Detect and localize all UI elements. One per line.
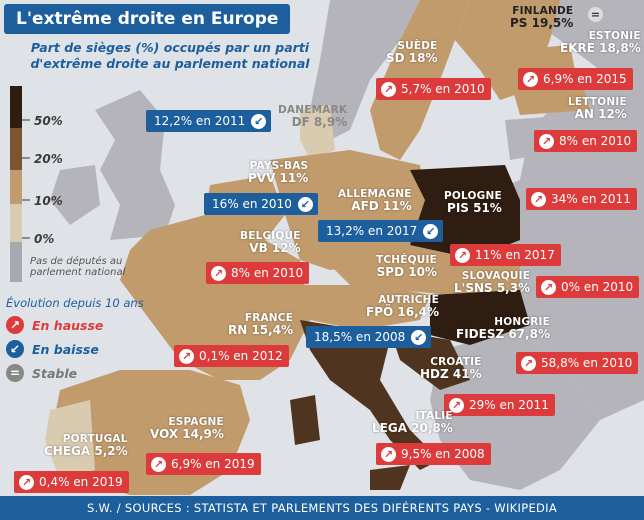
sicily [370,465,410,490]
legend-up-label: En hausse [32,317,104,333]
country-paysbas: PAYS-BAS PVV 11% [248,160,309,185]
scale-label-10: 10% [34,194,63,208]
arrow-up-icon: ↗ [541,279,556,295]
arrow-up-icon: ↗ [19,474,34,490]
arrow-up-icon: ↗ [539,133,554,149]
badge-espagne: ↗ 6,9% en 2019 [146,453,261,475]
badge-paysbas: 16% en 2010 ↙ [204,193,318,215]
country-portugal: PORTUGAL CHEGA 5,2% [44,433,128,458]
norway [310,0,420,140]
badge-hongrie: ↗ 58,8% en 2010 [516,352,639,374]
arrow-down-icon: ↙ [423,223,439,239]
country-croatie: CROATIE HDZ 41% [420,356,482,381]
badge-belgique: ↗ 8% en 2010 [206,262,310,284]
country-tcheque: TCHÉQUIE SPD 10% [376,254,437,279]
country-espagne: ESPAGNE VOX 14,9% [150,416,224,441]
badge-italie: ↗ 9,5% en 2008 [376,443,491,465]
arrow-up-icon: ↗ [521,355,536,371]
party-score: PS 19,5% [510,16,574,30]
scale-label-50: 50% [34,114,63,128]
equal-icon: = [6,364,24,382]
country-belgique: BELGIQUE VB 12% [240,230,301,255]
legend-stable-label: Stable [32,365,78,381]
badge-portugal: ↗ 0,4% en 2019 [14,471,129,493]
scale-label-20: 20% [34,152,63,166]
country-estonie: ESTONIE EKRE 18,8% [560,30,641,55]
estonia [510,45,575,75]
badge-france: ↗ 0,1% en 2012 [174,345,289,367]
badge-suede: ↗ 5,7% en 2010 [376,78,491,100]
map-subtitle: Part de sièges (%) occupés par un parti … [30,40,310,71]
legend-down-label: En baisse [32,341,99,357]
badge-danemark: 12,2% en 2011 ↙ [146,110,272,132]
arrow-down-icon: ↙ [6,340,24,358]
arrow-up-icon: ↗ [455,247,470,263]
evolution-title: Évolution depuis 10 ans [6,296,144,310]
arrow-up-icon: ↗ [381,81,396,97]
sources-footer: S.W. / SOURCES : STATISTA ET PARLEMENTS … [0,496,644,520]
denmark [300,105,335,160]
arrow-up-icon: ↗ [179,348,194,364]
scale-label-0: 0% [34,232,55,246]
color-scale [10,86,30,282]
badge-croatie: ↗ 29% en 2011 [444,394,555,416]
country-hongrie: HONGRIE FIDESZ 67,8% [456,316,550,341]
badge-lettonie: ↗ 8% en 2010 [534,130,638,152]
badge-estonie: ↗ 6,9% en 2015 [518,68,633,90]
arrow-up-icon: ↗ [523,71,538,87]
hungary [430,290,530,345]
country-suede: SUÈDE SD 18% [386,40,438,65]
map-title: L'extrême droite en Europe [4,4,291,34]
arrow-up-icon: ↗ [381,446,396,462]
legend-down: ↙ En baisse [6,340,99,358]
badge-allemagne: 13,2% en 2017 ↙ [318,220,444,242]
italy [300,320,440,470]
arrow-up-icon: ↗ [531,191,546,207]
country-slovaquie: SLOVAQUIE L'SNS 5,3% [454,270,531,295]
arrow-up-icon: ↗ [211,265,226,281]
czechia-slovakia [330,245,520,295]
legend-stable: = Stable [6,364,77,382]
country-france: FRANCE RN 15,4% [228,312,294,337]
arrow-down-icon: ↙ [411,329,427,345]
country-allemagne: ALLEMAGNE AFD 11% [338,188,412,213]
badge-slovaquie: ↗ 0% en 2010 [536,276,640,298]
ireland [50,165,100,225]
country-italie: ITALIE LEGA 20,8% [372,410,453,435]
sardinia [290,395,320,445]
country-pologne: POLOGNE PIS 51% [444,190,502,215]
arrow-up-icon: ↗ [151,456,166,472]
arrow-up-icon: ↗ [6,316,24,334]
country-finlande: FINLANDE PS 19,5% [510,5,573,29]
country-lettonie: LETTONIE AN 12% [568,96,627,121]
country-danemark: DANEMARK DF 8,9% [278,104,348,129]
legend-up: ↗ En hausse [6,316,103,334]
portugal [45,400,95,480]
arrow-up-icon: ↗ [449,397,464,413]
badge-autriche: 18,5% en 2008 ↙ [306,326,432,348]
badge-tcheque: ↗ 11% en 2017 [450,244,561,266]
country-autriche: AUTRICHE FPÖ 16,4% [366,294,440,319]
nodata-label: Pas de députés au parlement national [30,256,126,278]
badge-pologne: ↗ 34% en 2011 [526,188,637,210]
arrow-down-icon: ↙ [297,196,313,212]
arrow-down-icon: ↙ [251,113,267,129]
country-name: FINLANDE [512,5,574,17]
france [120,215,310,380]
austria [300,285,430,330]
equal-icon: = [588,7,603,22]
